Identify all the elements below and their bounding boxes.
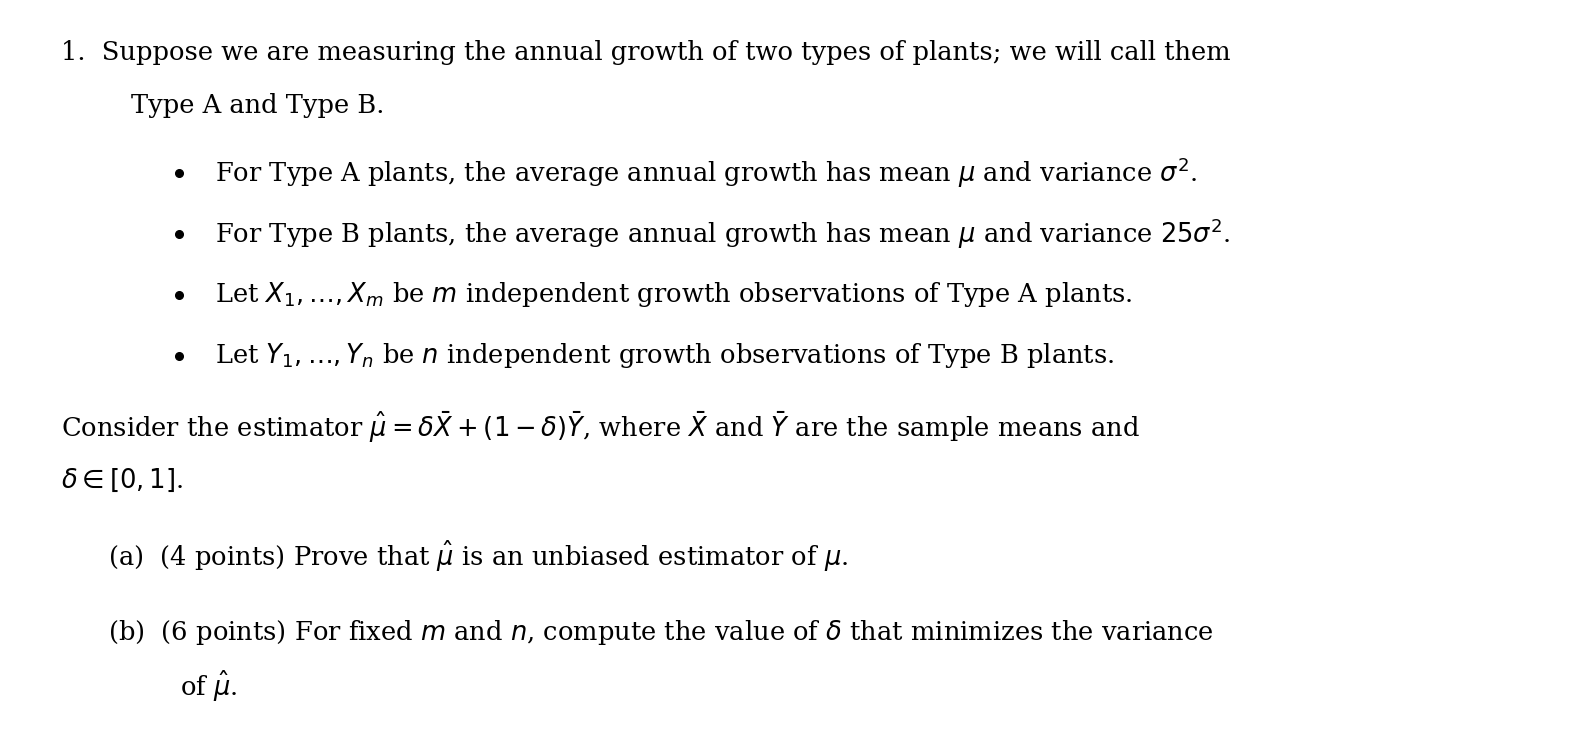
Text: (a)  (4 points) Prove that $\hat{\mu}$ is an unbiased estimator of $\mu$.: (a) (4 points) Prove that $\hat{\mu}$ is…: [108, 539, 848, 574]
Text: (b)  (6 points) For fixed $m$ and $n$, compute the value of $\delta$ that minimi: (b) (6 points) For fixed $m$ and $n$, co…: [108, 618, 1215, 647]
Text: Consider the estimator $\hat{\mu} = \delta\bar{X} + (1 - \delta)\bar{Y}$, where : Consider the estimator $\hat{\mu} = \del…: [61, 409, 1140, 445]
Text: Let $X_1,\ldots,X_m$ be $m$ independent growth observations of Type A plants.: Let $X_1,\ldots,X_m$ be $m$ independent …: [215, 280, 1133, 309]
Text: of $\hat{\mu}$.: of $\hat{\mu}$.: [180, 668, 238, 704]
Text: $\delta \in [0, 1]$.: $\delta \in [0, 1]$.: [61, 467, 183, 494]
Text: Type A and Type B.: Type A and Type B.: [131, 93, 384, 118]
Text: For Type A plants, the average annual growth has mean $\mu$ and variance $\sigma: For Type A plants, the average annual gr…: [215, 155, 1197, 190]
Text: 1.  Suppose we are measuring the annual growth of two types of plants; we will c: 1. Suppose we are measuring the annual g…: [61, 39, 1231, 65]
Text: Let $Y_1,\ldots,Y_n$ be $n$ independent growth observations of Type B plants.: Let $Y_1,\ldots,Y_n$ be $n$ independent …: [215, 341, 1114, 370]
Text: For Type B plants, the average annual growth has mean $\mu$ and variance $25\sig: For Type B plants, the average annual gr…: [215, 217, 1231, 251]
